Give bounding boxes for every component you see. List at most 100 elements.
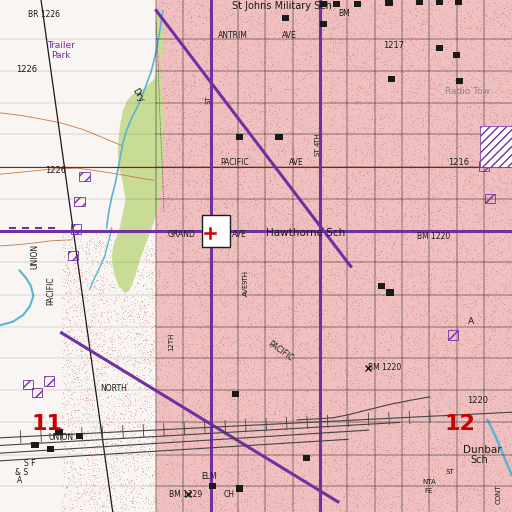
Point [92, 284, 100, 292]
Point [481, 149, 489, 157]
Point [483, 220, 492, 228]
Point [205, 175, 213, 183]
Point [201, 135, 209, 143]
Point [165, 61, 174, 70]
Point [373, 47, 381, 55]
Point [212, 298, 220, 306]
Point [432, 157, 440, 165]
Point [82, 408, 90, 416]
Point [236, 454, 244, 462]
Point [206, 283, 214, 291]
Point [269, 360, 278, 369]
Point [489, 314, 497, 323]
Point [129, 366, 137, 374]
Point [304, 420, 312, 429]
Point [422, 308, 431, 316]
Point [475, 291, 483, 299]
Point [165, 281, 173, 289]
Point [351, 133, 359, 141]
Point [331, 201, 339, 209]
Point [324, 431, 332, 439]
Point [220, 212, 228, 221]
Point [306, 458, 314, 466]
Point [314, 294, 323, 303]
Point [328, 33, 336, 41]
Point [204, 126, 212, 135]
Point [253, 273, 261, 282]
Point [401, 46, 409, 54]
Point [412, 401, 420, 409]
Point [358, 99, 366, 108]
Point [484, 376, 492, 384]
Point [88, 390, 96, 398]
Point [438, 103, 446, 111]
Point [451, 376, 459, 384]
Point [267, 191, 275, 200]
Point [395, 439, 403, 447]
Point [479, 421, 487, 430]
Point [454, 59, 462, 68]
Point [120, 280, 129, 288]
Point [287, 195, 295, 203]
Point [405, 487, 413, 496]
Point [236, 358, 244, 367]
Point [414, 295, 422, 304]
Point [460, 51, 468, 59]
Point [383, 175, 391, 183]
Point [302, 315, 310, 324]
Point [462, 81, 470, 89]
Point [152, 284, 160, 292]
Point [442, 287, 451, 295]
Point [65, 315, 73, 324]
Point [351, 495, 359, 503]
Point [424, 81, 433, 89]
Point [292, 326, 300, 334]
Point [153, 403, 161, 411]
Point [363, 204, 371, 212]
Point [458, 185, 466, 193]
Point [331, 0, 339, 8]
Point [486, 401, 494, 410]
Point [104, 429, 113, 437]
Point [493, 288, 501, 296]
Point [493, 456, 501, 464]
Point [501, 464, 509, 473]
Point [505, 27, 512, 35]
Point [224, 60, 232, 69]
Point [390, 238, 398, 246]
Point [380, 113, 388, 121]
Point [242, 305, 250, 313]
Point [266, 261, 274, 269]
Point [190, 187, 199, 196]
Point [413, 356, 421, 365]
Point [387, 244, 395, 252]
Point [304, 266, 312, 274]
Point [281, 215, 289, 223]
Point [77, 409, 86, 417]
Point [227, 369, 235, 377]
Point [363, 447, 371, 455]
Point [217, 231, 225, 239]
Point [287, 289, 295, 297]
Point [266, 145, 274, 153]
Point [504, 308, 512, 316]
Point [278, 352, 286, 360]
Point [254, 300, 262, 308]
Point [442, 53, 450, 61]
Point [402, 504, 410, 512]
Point [134, 372, 142, 380]
Point [497, 109, 505, 117]
Point [500, 418, 508, 426]
Point [212, 496, 220, 504]
Point [100, 261, 109, 269]
Point [168, 234, 176, 242]
Point [416, 312, 424, 321]
Point [153, 157, 161, 165]
Point [334, 303, 343, 311]
Point [251, 293, 259, 302]
Point [106, 460, 115, 468]
Point [247, 117, 255, 125]
Point [120, 343, 129, 351]
Point [210, 179, 219, 187]
Point [471, 438, 479, 446]
